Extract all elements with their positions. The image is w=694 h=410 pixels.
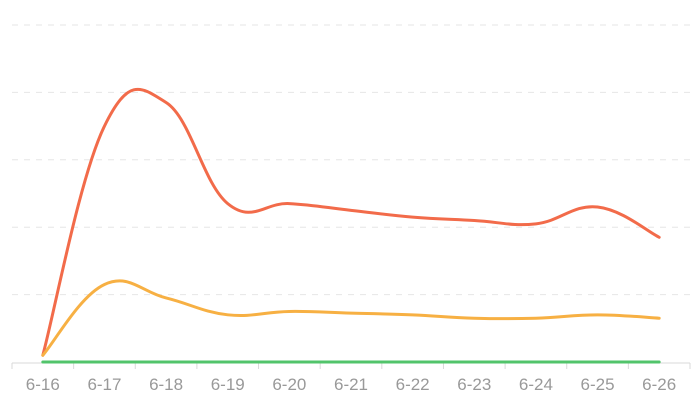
x-tick-label: 6-19 (211, 375, 245, 394)
x-axis-labels: 6-16 6-17 6-18 6-19 6-20 6-21 6-22 6-23 6-24 6-25… (26, 375, 676, 394)
x-tick-label: 6-24 (519, 375, 553, 394)
x-tick-label: 6-17 (87, 375, 121, 394)
x-tick-label: 6-22 (396, 375, 430, 394)
x-tick-label: 6-18 (149, 375, 183, 394)
x-tick-label: 6-26 (642, 375, 676, 394)
x-tick-label: 6-23 (457, 375, 491, 394)
grid-lines (12, 24, 690, 296)
series-line-2 (41, 279, 661, 357)
x-tick-label: 6-21 (334, 375, 368, 394)
x-axis (11, 362, 691, 369)
series-lines (41, 87, 661, 364)
x-tick-label: 6-20 (272, 375, 306, 394)
x-tick-label: 6-16 (26, 375, 60, 394)
series-line-1 (41, 87, 661, 357)
x-tick-label: 6-25 (581, 375, 615, 394)
